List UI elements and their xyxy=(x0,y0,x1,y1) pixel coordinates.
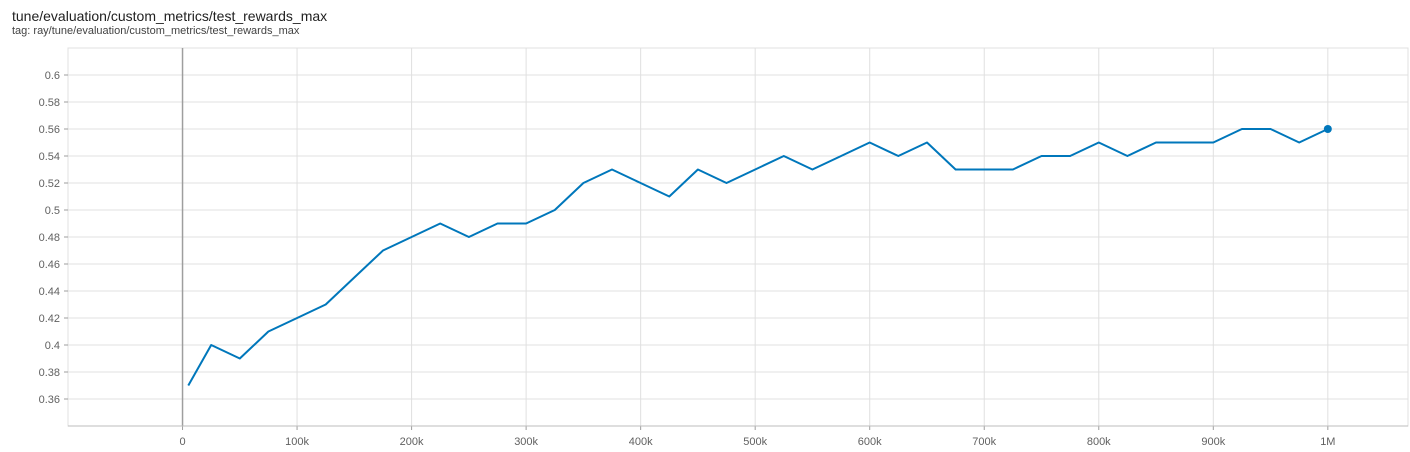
x-tick-label: 300k xyxy=(514,436,538,448)
y-tick-label: 0.38 xyxy=(39,367,60,379)
x-tick-label: 200k xyxy=(400,436,424,448)
y-tick-label: 0.58 xyxy=(39,97,60,109)
y-tick-label: 0.36 xyxy=(39,394,60,406)
last-point-marker xyxy=(1323,125,1332,133)
y-tick-label: 0.46 xyxy=(39,259,60,271)
smoothed-series-layer xyxy=(187,125,1332,386)
y-tick-label: 0.5 xyxy=(45,205,60,217)
y-tick-label: 0.6 xyxy=(45,70,60,82)
y-tick-label: 0.48 xyxy=(39,232,60,244)
x-tick-label: 100k xyxy=(285,436,309,448)
smoothed-series-line xyxy=(187,128,1329,386)
x-tick-label: 500k xyxy=(743,436,767,448)
chart-title: tune/evaluation/custom_metrics/test_rewa… xyxy=(12,8,328,24)
y-tick-label: 0.56 xyxy=(39,124,60,136)
y-tick-label: 0.44 xyxy=(39,286,60,298)
grid-layer xyxy=(67,47,1409,427)
y-tick-label: 0.42 xyxy=(39,313,60,325)
y-tick-label: 0.52 xyxy=(39,178,60,190)
axis-layer: 0.36 0.38 0.4 0.42 0.44 0.46 0.48 0.5 0.52 0.54 0.… xyxy=(39,70,1408,448)
x-tick-label: 600k xyxy=(858,436,882,448)
x-tick-label: 400k xyxy=(629,436,653,448)
x-tick-label: 800k xyxy=(1087,436,1111,448)
chart-tag: tag: ray/tune/evaluation/custom_metrics/… xyxy=(12,25,300,37)
x-tick-label: 1M xyxy=(1320,436,1335,448)
y-tick-label: 0.4 xyxy=(45,340,60,352)
x-tick-label: 0 xyxy=(179,436,185,448)
x-tick-label: 900k xyxy=(1201,436,1225,448)
y-tick-label: 0.54 xyxy=(39,151,60,163)
x-tick-label: 700k xyxy=(972,436,996,448)
